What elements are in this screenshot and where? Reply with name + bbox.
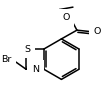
Text: S: S <box>24 45 30 54</box>
Text: O: O <box>94 27 101 36</box>
Text: N: N <box>32 65 39 74</box>
Text: O: O <box>62 13 70 22</box>
Text: Br: Br <box>1 55 11 64</box>
